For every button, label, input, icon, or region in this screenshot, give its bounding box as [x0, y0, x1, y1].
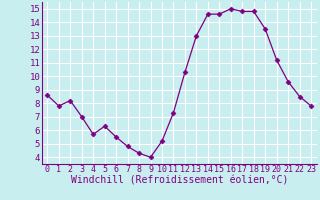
X-axis label: Windchill (Refroidissement éolien,°C): Windchill (Refroidissement éolien,°C) [70, 176, 288, 186]
